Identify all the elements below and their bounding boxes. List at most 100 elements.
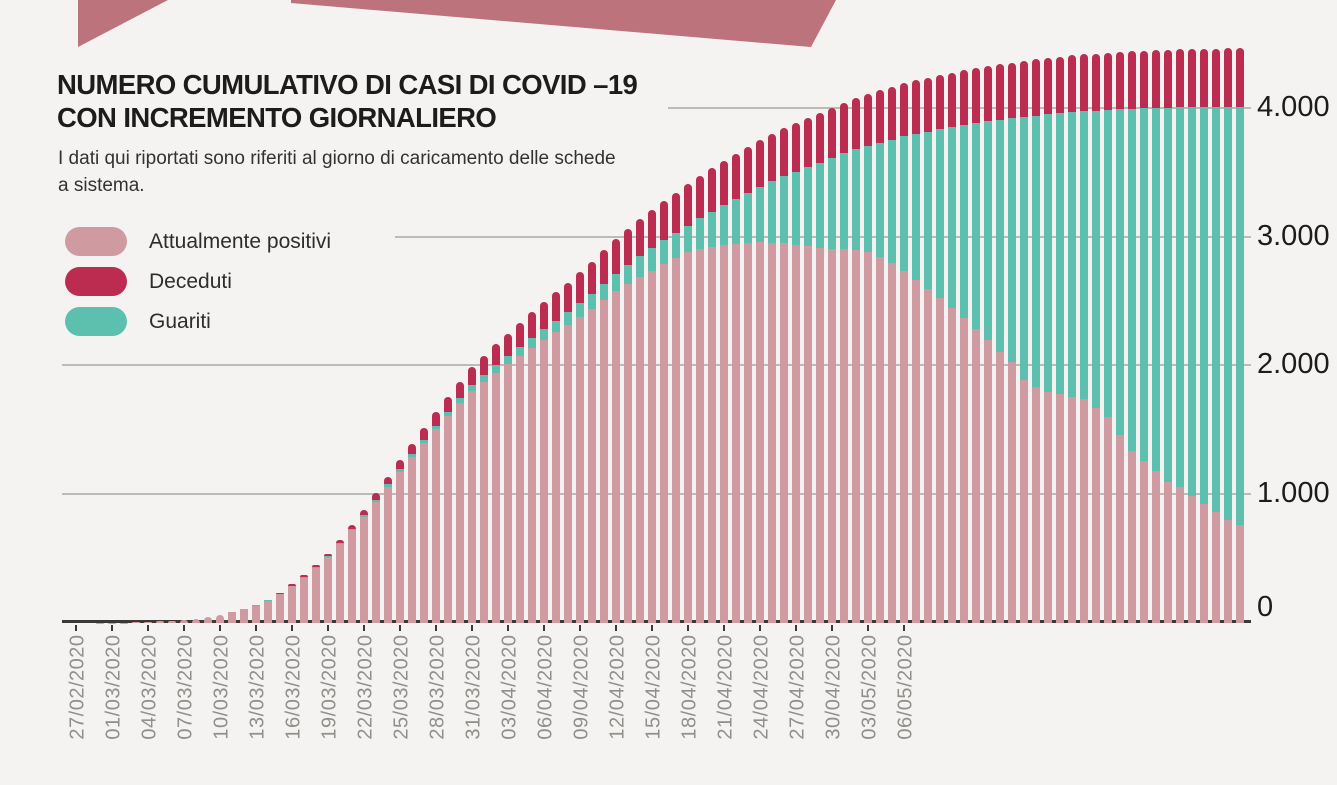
bar-segment-attualmente_positivi xyxy=(936,297,944,623)
legend-swatch-deceduti-icon xyxy=(65,267,127,296)
bar-segment-deceduti xyxy=(816,112,824,163)
x-axis-tick xyxy=(651,625,653,631)
bar xyxy=(360,509,368,623)
bar xyxy=(1056,56,1064,623)
page-title-line1: NUMERO CUMULATIVO DI CASI DI COVID –19 xyxy=(57,69,638,100)
bar-segment-attualmente_positivi xyxy=(252,605,260,623)
bar xyxy=(492,344,500,623)
bar xyxy=(288,584,296,623)
bar-segment-deceduti xyxy=(1116,51,1124,110)
bar-segment-deceduti xyxy=(720,161,728,206)
bar-segment-deceduti xyxy=(924,77,932,132)
x-axis-tick xyxy=(615,625,617,631)
bar xyxy=(612,238,620,623)
bar-segment-guariti xyxy=(576,303,584,318)
bar-segment-attualmente_positivi xyxy=(360,517,368,623)
bar xyxy=(1176,49,1184,623)
bar-segment-attualmente_positivi xyxy=(384,486,392,623)
bar-segment-guariti xyxy=(1008,118,1016,363)
bar-segment-guariti xyxy=(540,329,548,340)
x-axis-label: 04/03/2020 xyxy=(138,634,160,740)
bar-segment-attualmente_positivi xyxy=(480,381,488,623)
x-axis-label: 21/04/2020 xyxy=(714,634,736,740)
bar-segment-attualmente_positivi xyxy=(756,242,764,623)
bar-segment-attualmente_positivi xyxy=(852,250,860,623)
x-axis-tick xyxy=(291,625,293,631)
bar-segment-deceduti xyxy=(828,107,836,159)
bar-segment-attualmente_positivi xyxy=(492,372,500,623)
legend-swatch-guariti-icon xyxy=(65,307,127,336)
bar-segment-guariti xyxy=(996,119,1004,352)
legend-label-positivi: Attualmente positivi xyxy=(149,229,332,253)
x-axis-label: 06/05/2020 xyxy=(894,634,916,740)
bar-segment-guariti xyxy=(1044,114,1052,392)
bar-segment-attualmente_positivi xyxy=(768,242,776,623)
bar-segment-guariti xyxy=(792,171,800,245)
bar-segment-attualmente_positivi xyxy=(684,252,692,623)
bar xyxy=(756,139,764,623)
bar-segment-deceduti xyxy=(552,292,560,321)
bar-segment-attualmente_positivi xyxy=(204,616,212,623)
bar-segment-attualmente_positivi xyxy=(132,622,140,623)
bar-segment-deceduti xyxy=(792,123,800,172)
bar xyxy=(144,621,152,623)
bar-segment-guariti xyxy=(336,543,344,545)
x-axis-label: 24/04/2020 xyxy=(750,634,772,740)
x-axis-tick xyxy=(219,625,221,631)
bar xyxy=(924,77,932,623)
y-axis-label-2000: 2.000 xyxy=(1257,348,1330,380)
gridline-2000 xyxy=(62,364,1251,366)
bar-segment-deceduti xyxy=(384,476,392,485)
bar-segment-guariti xyxy=(528,337,536,348)
bar-segment-attualmente_positivi xyxy=(960,318,968,623)
bar xyxy=(228,612,236,623)
bar-segment-deceduti xyxy=(540,302,548,329)
bar-segment-deceduti xyxy=(1032,59,1040,116)
x-axis-label: 25/03/2020 xyxy=(390,634,412,740)
bar-segment-deceduti xyxy=(996,64,1004,120)
bar xyxy=(252,605,260,623)
bar-segment-guariti xyxy=(780,176,788,244)
x-axis-label: 22/03/2020 xyxy=(354,634,376,740)
bar-segment-guariti xyxy=(1092,110,1100,409)
bar-segment-guariti xyxy=(660,240,668,264)
bar-segment-deceduti xyxy=(888,87,896,140)
page-title: NUMERO CUMULATIVO DI CASI DI COVID –19 C… xyxy=(57,68,737,134)
bar-segment-attualmente_positivi xyxy=(576,317,584,623)
bar-segment-attualmente_positivi xyxy=(876,256,884,623)
bar xyxy=(1200,48,1208,623)
bar-segment-guariti xyxy=(1176,107,1184,487)
bar-segment-guariti xyxy=(1104,109,1112,418)
bar-segment-attualmente_positivi xyxy=(636,276,644,623)
bar xyxy=(840,102,848,623)
bar-segment-deceduti xyxy=(504,333,512,356)
bar-segment-guariti xyxy=(756,186,764,242)
bar-segment-deceduti xyxy=(1044,57,1052,115)
x-axis-label: 15/04/2020 xyxy=(642,634,664,740)
x-axis-tick xyxy=(831,625,833,631)
bar xyxy=(744,146,752,623)
bar-segment-guariti xyxy=(600,284,608,301)
bar xyxy=(444,396,452,623)
bar xyxy=(348,524,356,623)
bar-segment-guariti xyxy=(984,121,992,341)
bar xyxy=(852,98,860,623)
bar-segment-attualmente_positivi xyxy=(1044,391,1052,623)
bar-segment-guariti xyxy=(828,158,836,250)
bar-segment-deceduti xyxy=(1164,49,1172,108)
bar xyxy=(936,75,944,623)
bar-segment-guariti xyxy=(456,398,464,404)
bar-segment-deceduti xyxy=(780,128,788,177)
bar-segment-attualmente_positivi xyxy=(396,471,404,623)
page-title-line2: CON INCREMENTO GIORNALIERO xyxy=(57,102,497,133)
x-axis-label: 03/05/2020 xyxy=(858,634,880,740)
bar xyxy=(876,90,884,623)
bar-segment-guariti xyxy=(1140,108,1148,462)
bar-segment-deceduti xyxy=(876,90,884,143)
bar-segment-deceduti xyxy=(804,118,812,168)
bar-segment-attualmente_positivi xyxy=(948,308,956,623)
banner-decoration xyxy=(78,0,836,47)
bar-segment-attualmente_positivi xyxy=(780,243,788,623)
x-axis-label: 01/03/2020 xyxy=(102,634,124,740)
x-axis-label: 09/04/2020 xyxy=(570,634,592,740)
